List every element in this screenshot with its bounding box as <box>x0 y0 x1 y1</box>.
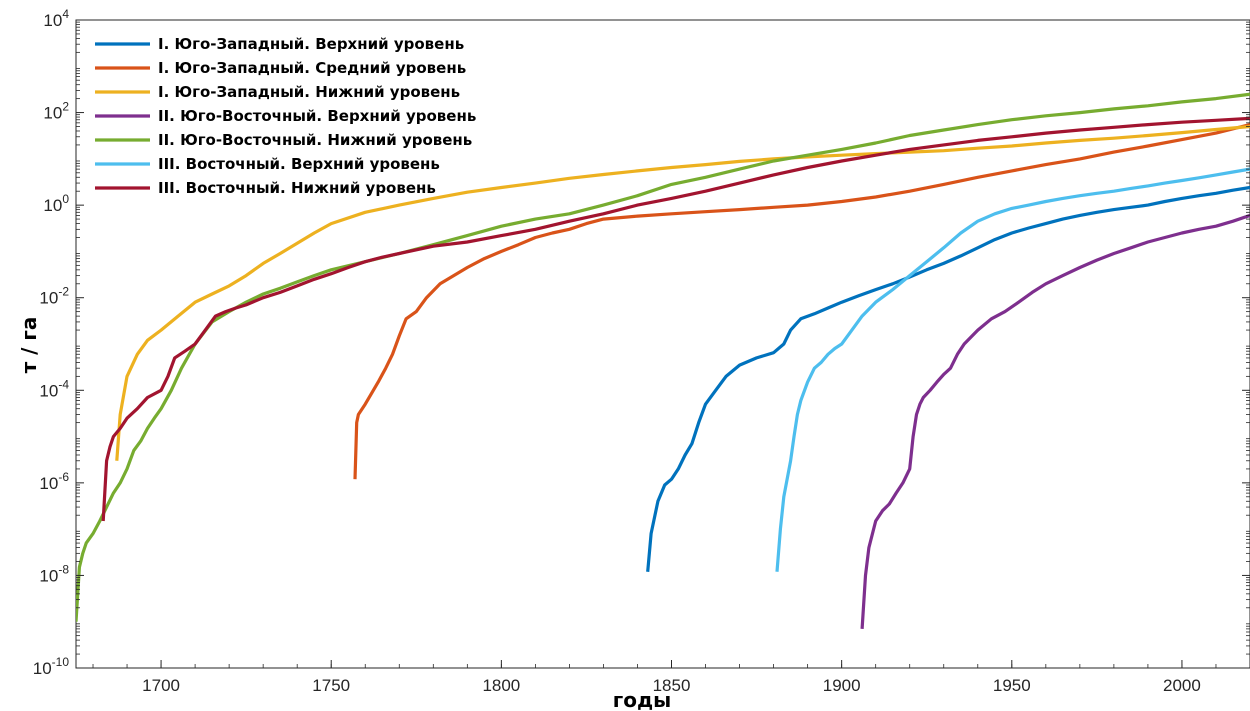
y-tick-label: 10-4 <box>39 377 69 400</box>
y-tick-label: 100 <box>43 192 69 215</box>
y-tick-label: 10-2 <box>39 285 69 308</box>
x-tick-label: 1900 <box>823 676 861 695</box>
legend-label-5: II. Юго-Восточный. Нижний уровень <box>158 131 472 149</box>
legend-label-3: I. Юго-Западный. Нижний уровень <box>158 83 460 101</box>
y-tick-label: 10-10 <box>33 655 70 678</box>
y-axis-label: т / га <box>17 317 41 374</box>
series-line-1 <box>646 185 1250 572</box>
x-tick-label: 2000 <box>1163 676 1201 695</box>
legend-label-1: I. Юго-Западный. Верхний уровень <box>158 35 464 53</box>
x-tick-label: 1700 <box>142 676 180 695</box>
x-tick-label: 1750 <box>312 676 350 695</box>
series-line-3 <box>115 124 1250 461</box>
legend-label-2: I. Юго-Западный. Средний уровень <box>158 59 466 77</box>
x-tick-label: 1800 <box>482 676 520 695</box>
plot-area <box>75 19 1250 669</box>
y-tick-label: 10-8 <box>39 562 69 585</box>
legend-label-6: III. Восточный. Верхний уровень <box>158 155 440 173</box>
series-line-6 <box>775 167 1250 572</box>
legend-label-4: II. Юго-Восточный. Верхний уровень <box>158 107 476 125</box>
y-tick-label: 10-6 <box>39 470 69 493</box>
series-layer <box>76 92 1250 630</box>
series-line-5 <box>76 92 1250 622</box>
series-line-4 <box>860 213 1250 630</box>
y-tick-label: 104 <box>43 7 69 30</box>
plot-frame <box>75 19 1250 669</box>
legend: I. Юго-Западный. Верхний уровень I. Юго-З… <box>95 35 476 197</box>
series-line-2 <box>353 123 1250 480</box>
tick-labels: 10-10 10-8 10-6 10-4 10-2 100 102 104 1700 1750 18… <box>33 7 1250 695</box>
series-line-7 <box>101 116 1250 522</box>
x-tick-label: 1950 <box>993 676 1031 695</box>
x-axis-label: годы <box>613 688 671 711</box>
y-tick-label: 102 <box>43 100 69 123</box>
legend-label-7: III. Восточный. Нижний уровень <box>158 179 436 197</box>
x-tick-label: 1850 <box>653 676 691 695</box>
